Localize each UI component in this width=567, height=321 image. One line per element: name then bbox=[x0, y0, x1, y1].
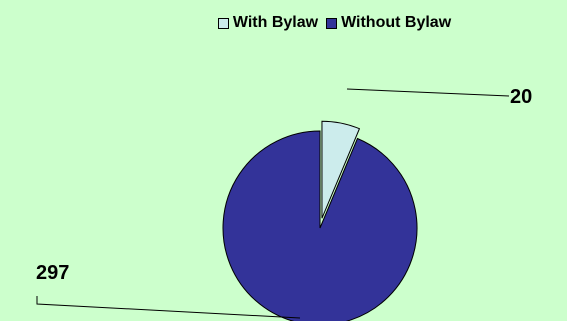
legend-label-with-bylaw: With Bylaw bbox=[232, 14, 319, 31]
legend-swatch-with-bylaw bbox=[217, 17, 229, 29]
leader-line-with-bylaw bbox=[346, 88, 510, 97]
legend-label-without-bylaw: Without Bylaw bbox=[341, 14, 452, 31]
chart-legend: With Bylaw Without Bylaw bbox=[0, 10, 567, 36]
legend-item-with-bylaw: With Bylaw bbox=[217, 14, 319, 32]
pie-slice-without-bylaw bbox=[222, 130, 418, 321]
data-label-without-bylaw: 297 bbox=[36, 262, 69, 284]
legend-item-without-bylaw: Without Bylaw bbox=[326, 14, 451, 32]
data-label-with-bylaw: 20 bbox=[510, 86, 532, 108]
legend-swatch-without-bylaw bbox=[326, 17, 338, 29]
pie-slice-with-bylaw bbox=[321, 120, 361, 219]
leader-line-without-bylaw bbox=[36, 296, 301, 319]
